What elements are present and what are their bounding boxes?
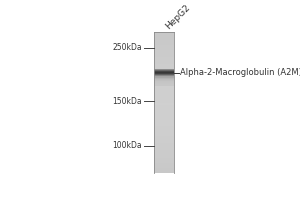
Bar [154, 62, 173, 64]
Bar [154, 124, 173, 126]
Bar [154, 138, 173, 140]
Bar [154, 50, 173, 52]
Bar [154, 108, 173, 110]
Text: 100kDa: 100kDa [112, 141, 142, 150]
Bar [154, 34, 173, 36]
Bar [154, 68, 173, 69]
Bar [154, 45, 173, 47]
Bar [154, 163, 173, 165]
Bar [154, 64, 173, 66]
Bar [154, 41, 173, 43]
Bar [154, 170, 173, 172]
Bar [154, 165, 173, 166]
Bar [154, 106, 173, 108]
Bar [154, 103, 173, 105]
Bar [154, 159, 173, 161]
Bar [154, 166, 173, 168]
Bar [154, 143, 173, 145]
Bar [154, 91, 173, 92]
Bar [154, 105, 173, 106]
Bar [154, 98, 173, 99]
Bar [154, 121, 173, 122]
Bar [154, 94, 173, 96]
Bar [154, 85, 173, 86]
Bar [154, 87, 173, 89]
Bar [154, 82, 173, 84]
Bar [154, 55, 173, 57]
Text: 150kDa: 150kDa [112, 97, 142, 106]
Bar [154, 57, 173, 59]
Bar [154, 38, 173, 40]
Bar [154, 99, 173, 101]
Bar [154, 150, 173, 152]
Bar [154, 47, 173, 48]
Bar [154, 59, 173, 61]
Bar [154, 129, 173, 131]
Bar [154, 115, 173, 117]
Bar [154, 101, 173, 103]
Bar [154, 161, 173, 163]
Bar [154, 80, 173, 82]
Bar [154, 135, 173, 136]
Bar [154, 80, 173, 81]
Bar [154, 71, 173, 73]
Bar [154, 119, 173, 121]
Bar [154, 69, 173, 71]
Bar [154, 122, 173, 124]
Bar [154, 136, 173, 138]
Bar [154, 133, 173, 135]
Text: Alpha-2-Macroglobulin (A2M): Alpha-2-Macroglobulin (A2M) [181, 68, 300, 77]
Bar [154, 78, 173, 79]
Bar [154, 78, 173, 80]
Bar [154, 168, 173, 170]
Bar [154, 145, 173, 147]
Bar [154, 48, 173, 50]
Bar [154, 147, 173, 149]
Bar [154, 32, 173, 34]
Bar [154, 156, 173, 158]
Bar [154, 126, 173, 128]
Bar [154, 75, 173, 77]
Bar [154, 77, 173, 78]
Bar [154, 140, 173, 142]
Bar [154, 85, 173, 87]
Text: 250kDa: 250kDa [112, 43, 142, 52]
Bar [154, 142, 173, 143]
Bar [154, 154, 173, 156]
Bar [154, 149, 173, 150]
Text: HepG2: HepG2 [164, 3, 192, 31]
Bar [154, 66, 173, 68]
Bar [154, 82, 173, 83]
Bar [154, 128, 173, 129]
Bar [154, 40, 173, 41]
Bar [154, 83, 173, 84]
Bar [154, 92, 173, 94]
Bar [154, 79, 173, 80]
Bar [154, 73, 173, 75]
Bar [154, 84, 173, 85]
Bar [154, 131, 173, 133]
Bar [154, 117, 173, 119]
Bar [154, 113, 173, 115]
Bar [154, 84, 173, 85]
Bar [154, 77, 173, 78]
Bar [154, 36, 173, 38]
Bar [154, 96, 173, 98]
Bar [154, 89, 173, 91]
Bar [154, 43, 173, 45]
Bar [154, 110, 173, 112]
Bar [154, 172, 173, 173]
Bar [154, 158, 173, 159]
Bar [154, 61, 173, 62]
Bar [154, 112, 173, 113]
Bar [154, 81, 173, 82]
Bar [154, 54, 173, 55]
Bar [154, 152, 173, 154]
Bar [154, 52, 173, 54]
